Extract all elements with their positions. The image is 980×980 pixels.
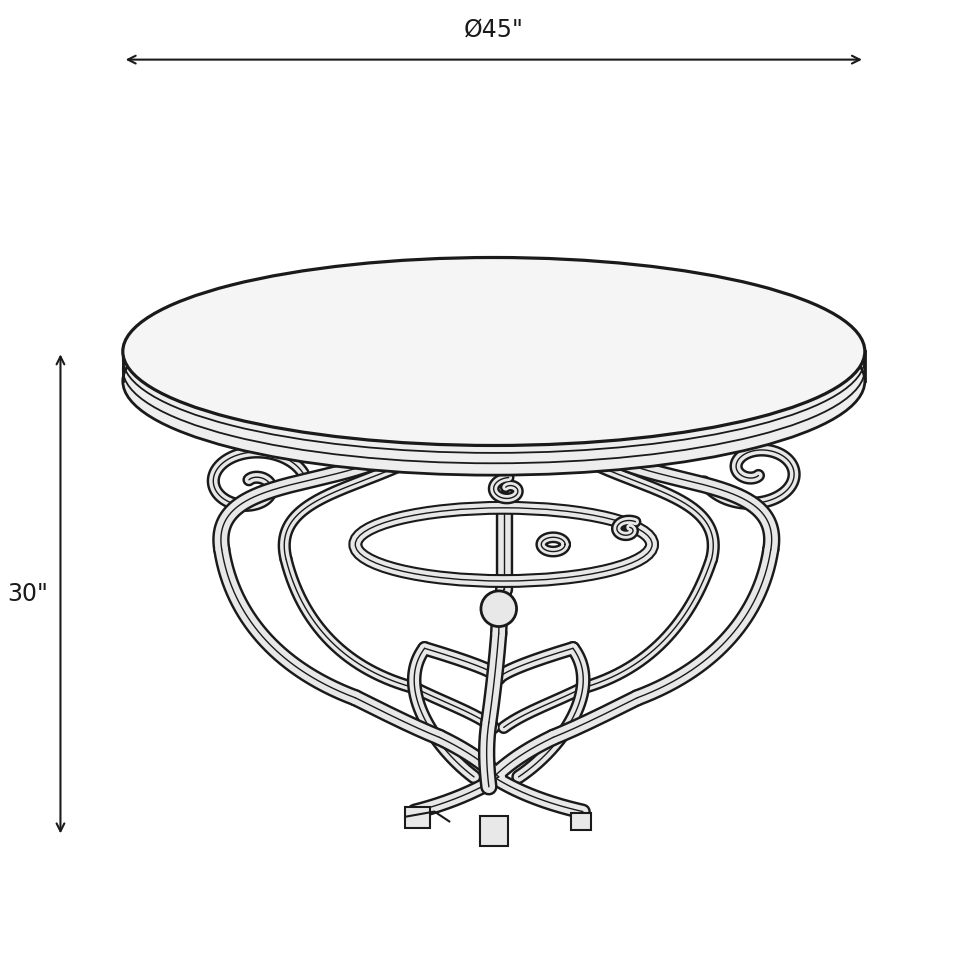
Bar — [480, 816, 508, 846]
Ellipse shape — [122, 258, 864, 446]
Text: Ø45": Ø45" — [464, 18, 523, 42]
Bar — [571, 812, 591, 830]
Bar — [405, 807, 429, 828]
Circle shape — [481, 591, 516, 626]
Text: 30": 30" — [8, 582, 49, 606]
Ellipse shape — [122, 287, 864, 475]
